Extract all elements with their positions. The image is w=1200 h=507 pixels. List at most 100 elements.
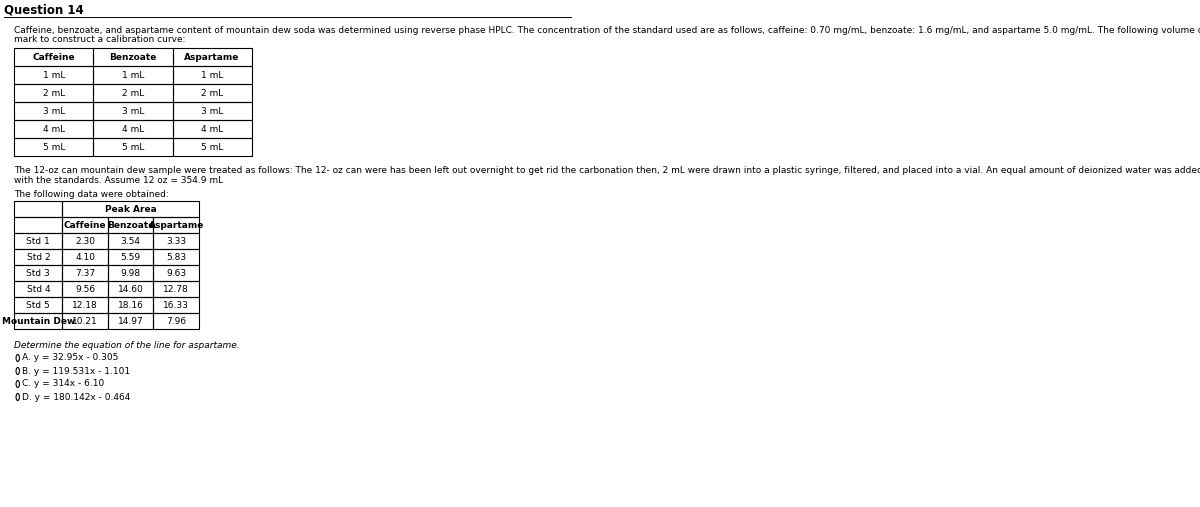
Bar	[154, 265, 199, 281]
Text: Std 3: Std 3	[26, 269, 50, 277]
Bar	[94, 48, 173, 66]
Text: 4 mL: 4 mL	[122, 125, 144, 133]
Bar	[108, 265, 154, 281]
Bar	[173, 102, 252, 120]
Text: A. y = 32.95x - 0.305: A. y = 32.95x - 0.305	[22, 353, 118, 363]
Text: The following data were obtained:: The following data were obtained:	[14, 190, 169, 199]
Text: 4.10: 4.10	[76, 252, 95, 262]
Text: Question 14: Question 14	[4, 4, 84, 17]
Text: 5 mL: 5 mL	[43, 142, 65, 152]
Text: 2 mL: 2 mL	[43, 89, 65, 97]
Text: 3 mL: 3 mL	[200, 106, 223, 116]
Text: 9.98: 9.98	[120, 269, 140, 277]
Bar	[14, 297, 62, 313]
Bar	[14, 265, 62, 281]
Text: 1 mL: 1 mL	[43, 70, 65, 80]
Bar	[14, 249, 62, 265]
Text: 1 mL: 1 mL	[200, 70, 223, 80]
Text: 3 mL: 3 mL	[43, 106, 65, 116]
Text: 4 mL: 4 mL	[200, 125, 223, 133]
Text: Caffeine: Caffeine	[64, 221, 107, 230]
Bar	[154, 297, 199, 313]
Text: 14.97: 14.97	[118, 316, 144, 325]
Bar	[108, 297, 154, 313]
Text: 1 mL: 1 mL	[122, 70, 144, 80]
Bar	[14, 138, 94, 156]
Bar	[14, 201, 62, 217]
Bar	[173, 66, 252, 84]
Bar	[173, 84, 252, 102]
Text: 2.30: 2.30	[76, 236, 95, 245]
Text: 7.96: 7.96	[166, 316, 186, 325]
Bar	[108, 249, 154, 265]
Bar	[62, 249, 108, 265]
Bar	[154, 313, 199, 329]
Text: 5 mL: 5 mL	[200, 142, 223, 152]
Text: B. y = 119.531x - 1.101: B. y = 119.531x - 1.101	[22, 367, 130, 376]
Bar	[14, 48, 94, 66]
Text: 7.37: 7.37	[76, 269, 95, 277]
Text: Aspartame: Aspartame	[149, 221, 204, 230]
Bar	[14, 313, 62, 329]
Bar	[154, 281, 199, 297]
Bar	[14, 102, 94, 120]
Bar	[108, 217, 154, 233]
Text: 9.63: 9.63	[166, 269, 186, 277]
Text: mark to construct a calibration curve:: mark to construct a calibration curve:	[14, 35, 186, 44]
Bar	[62, 313, 108, 329]
Text: Caffeine: Caffeine	[32, 53, 76, 61]
Text: 5 mL: 5 mL	[122, 142, 144, 152]
Text: Peak Area: Peak Area	[104, 204, 156, 213]
Text: 14.60: 14.60	[118, 284, 144, 294]
Bar	[14, 120, 94, 138]
Text: Aspartame: Aspartame	[185, 53, 240, 61]
Bar	[62, 233, 108, 249]
Text: Std 5: Std 5	[26, 301, 50, 309]
Text: D. y = 180.142x - 0.464: D. y = 180.142x - 0.464	[22, 392, 130, 402]
Text: 5.83: 5.83	[166, 252, 186, 262]
Text: C. y = 314x - 6.10: C. y = 314x - 6.10	[22, 380, 104, 388]
Bar	[108, 313, 154, 329]
Bar	[173, 138, 252, 156]
Text: 2 mL: 2 mL	[200, 89, 223, 97]
Text: Std 2: Std 2	[26, 252, 50, 262]
Text: The 12-oz can mountain dew sample were treated as follows: The 12- oz can were h: The 12-oz can mountain dew sample were t…	[14, 166, 1200, 175]
Text: Std 4: Std 4	[26, 284, 50, 294]
Bar	[62, 265, 108, 281]
Text: with the standards. Assume 12 oz = 354.9 mL: with the standards. Assume 12 oz = 354.9…	[14, 176, 223, 185]
Text: Std 1: Std 1	[26, 236, 50, 245]
Bar	[173, 120, 252, 138]
Bar	[94, 66, 173, 84]
Bar	[14, 217, 62, 233]
Text: Determine the equation of the line for aspartame.: Determine the equation of the line for a…	[14, 341, 240, 350]
Bar	[14, 66, 94, 84]
Text: 2 mL: 2 mL	[122, 89, 144, 97]
Text: 16.33: 16.33	[163, 301, 190, 309]
Text: 9.56: 9.56	[76, 284, 95, 294]
Bar	[154, 217, 199, 233]
Bar	[14, 84, 94, 102]
Bar	[154, 249, 199, 265]
Bar	[94, 138, 173, 156]
Text: Mountain Dew: Mountain Dew	[1, 316, 76, 325]
Text: Benzoate: Benzoate	[109, 53, 157, 61]
Bar	[14, 233, 62, 249]
Bar	[94, 120, 173, 138]
Text: 5.59: 5.59	[120, 252, 140, 262]
Bar	[154, 233, 199, 249]
Bar	[108, 281, 154, 297]
Text: 3 mL: 3 mL	[122, 106, 144, 116]
Text: 10.21: 10.21	[72, 316, 98, 325]
Bar	[62, 201, 199, 217]
Bar	[173, 48, 252, 66]
Text: Benzoate: Benzoate	[107, 221, 155, 230]
Text: 12.18: 12.18	[72, 301, 98, 309]
Bar	[62, 281, 108, 297]
Text: 4 mL: 4 mL	[43, 125, 65, 133]
Text: 3.54: 3.54	[121, 236, 140, 245]
Bar	[62, 297, 108, 313]
Text: 12.78: 12.78	[163, 284, 190, 294]
Text: 3.33: 3.33	[166, 236, 186, 245]
Text: Caffeine, benzoate, and aspartame content of mountain dew soda was determined us: Caffeine, benzoate, and aspartame conten…	[14, 26, 1200, 35]
Bar	[62, 217, 108, 233]
